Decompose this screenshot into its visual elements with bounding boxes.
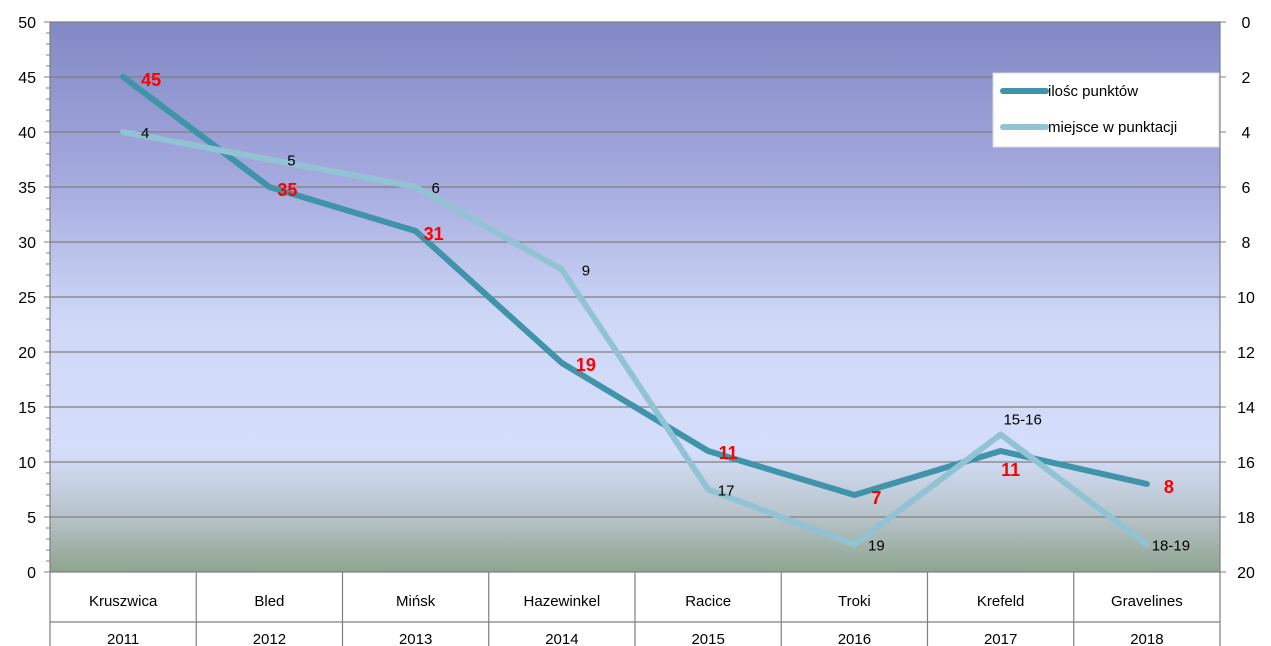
data-label-points: 11 — [719, 443, 738, 463]
data-label-points: 31 — [424, 224, 444, 244]
data-label-place: 15-16 — [1003, 412, 1041, 429]
x-year-label: 2018 — [1130, 631, 1163, 646]
y-tick-label-left: 5 — [27, 510, 36, 527]
x-category-label: Hazewinkel — [524, 593, 601, 610]
series-line-points — [120, 74, 1150, 498]
y-tick-label-right: 18 — [1237, 510, 1255, 527]
y-tick-label-right: 2 — [1242, 70, 1251, 87]
data-label-place: 5 — [287, 153, 295, 170]
x-year-label: 2016 — [838, 631, 871, 646]
data-label-points: 19 — [576, 355, 596, 375]
data-label-points: 45 — [141, 70, 161, 90]
y-tick-label-right: 10 — [1237, 290, 1255, 307]
y-tick-label-right: 12 — [1237, 345, 1255, 362]
data-label-place: 18-19 — [1152, 538, 1190, 555]
y-tick-label-right: 20 — [1237, 565, 1255, 582]
y-tick-label-right: 0 — [1242, 15, 1251, 32]
series-line-place — [120, 129, 1150, 548]
x-year-label: 2012 — [253, 631, 286, 646]
data-label-place: 6 — [431, 180, 439, 197]
y-tick-label-left: 30 — [18, 235, 36, 252]
y-tick-label-left: 45 — [18, 70, 36, 87]
y-tick-label-right: 6 — [1242, 180, 1251, 197]
y-tick-label-right: 14 — [1237, 400, 1255, 417]
x-year-label: 2014 — [545, 631, 578, 646]
x-year-label: 2015 — [691, 631, 724, 646]
x-category-label: Bled — [254, 593, 284, 610]
x-category-label: Kruszwica — [89, 593, 158, 610]
x-category-label: Mińsk — [396, 593, 436, 610]
data-label-place: 4 — [141, 125, 149, 142]
y-tick-label-left: 40 — [18, 125, 36, 142]
legend-label: ilośc punktów — [1048, 83, 1138, 100]
data-label-place: 9 — [582, 263, 590, 280]
data-label-place: 19 — [868, 538, 885, 555]
legend: ilośc punktów miejsce w punktacji — [992, 72, 1220, 148]
data-label-points: 35 — [277, 180, 297, 200]
legend-label: miejsce w punktacji — [1048, 119, 1177, 136]
x-category-label: Krefeld — [977, 593, 1025, 610]
y-tick-label-left: 25 — [18, 290, 36, 307]
x-year-label: 2017 — [984, 631, 1017, 646]
data-label-points: 7 — [871, 488, 881, 508]
y-tick-label-right: 8 — [1242, 235, 1251, 252]
data-label-points: 11 — [1001, 460, 1020, 480]
y-tick-label-right: 16 — [1237, 455, 1255, 472]
y-tick-label-left: 0 — [27, 565, 36, 582]
y-tick-label-left: 15 — [18, 400, 36, 417]
y-tick-label-left: 20 — [18, 345, 36, 362]
data-label-place: 17 — [718, 483, 735, 500]
legend-box — [992, 72, 1220, 148]
y-tick-label-right: 4 — [1242, 125, 1251, 142]
y-tick-label-left: 10 — [18, 455, 36, 472]
x-category-label: Gravelines — [1111, 593, 1183, 610]
x-year-label: 2013 — [399, 631, 432, 646]
x-category-label: Racice — [685, 593, 731, 610]
data-label-points: 8 — [1164, 477, 1174, 497]
y-tick-label-left: 35 — [18, 180, 36, 197]
x-category-label: Troki — [838, 593, 871, 610]
x-year-label: 2011 — [107, 631, 139, 646]
y-tick-label-left: 50 — [18, 15, 36, 32]
